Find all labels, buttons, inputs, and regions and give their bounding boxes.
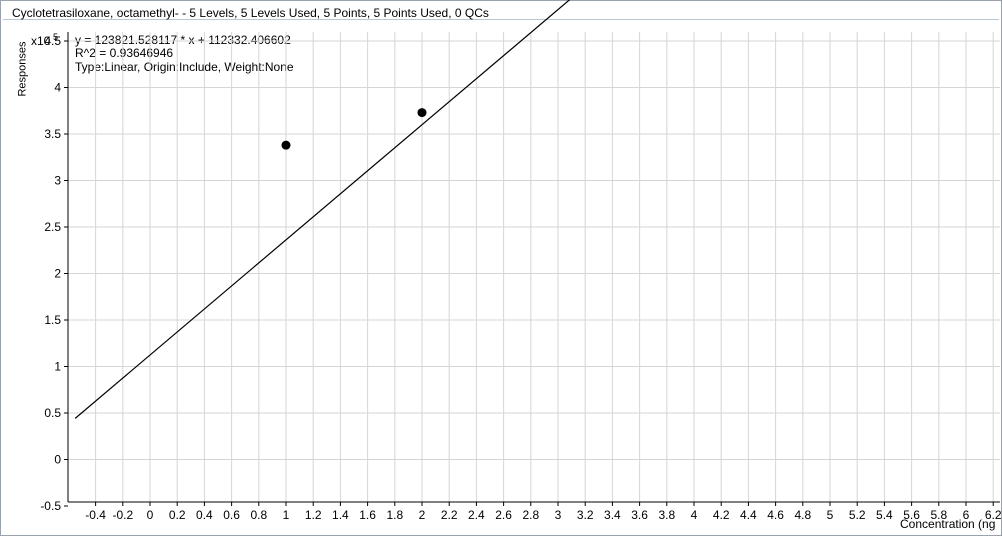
y-axis-label: Responses bbox=[16, 41, 29, 97]
x-axis-label: Concentration (ng bbox=[900, 517, 996, 531]
y-scale-exponent: 5 bbox=[53, 32, 59, 42]
y-scale-label: x10 bbox=[31, 34, 51, 48]
fit-info: Type:Linear, Origin:Include, Weight:None bbox=[75, 60, 294, 74]
fit-equation: y = 123821.528117 * x + 112332.406602 bbox=[75, 33, 291, 47]
chart-title: Cyclotetrasiloxane, octamethyl- - 5 Leve… bbox=[12, 6, 489, 20]
r-squared: R^2 = 0.93646946 bbox=[75, 46, 174, 60]
chart-title-bar: Cyclotetrasiloxane, octamethyl- - 5 Leve… bbox=[3, 3, 999, 20]
